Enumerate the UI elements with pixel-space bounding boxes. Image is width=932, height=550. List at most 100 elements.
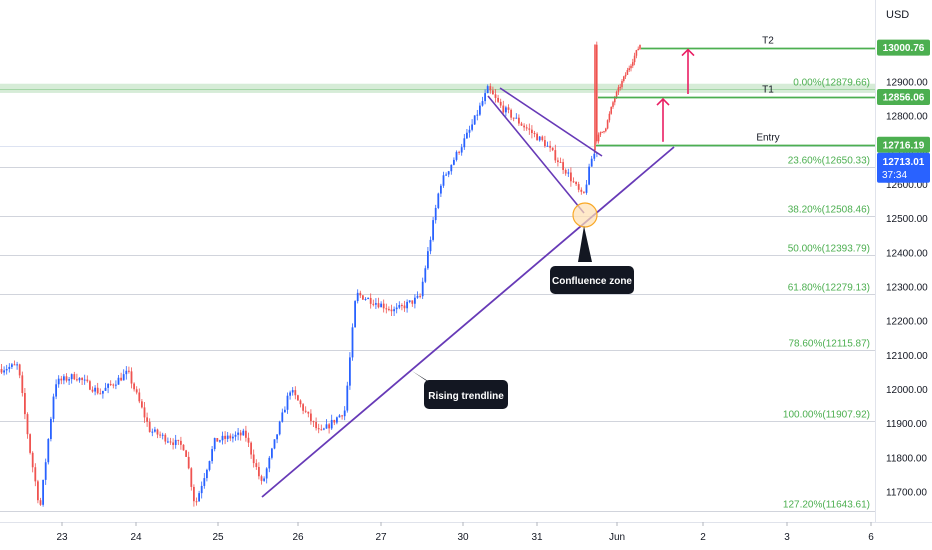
fib-label: 50.00%(12393.79) (788, 244, 870, 255)
projection-body (599, 132, 602, 135)
candle-body (434, 207, 437, 221)
candle-body (479, 105, 481, 115)
candle-body (83, 379, 86, 381)
x-tick-label: Jun (609, 532, 625, 543)
candle-body (377, 303, 380, 308)
candle-body (424, 268, 427, 282)
projection-body (608, 113, 611, 121)
projection-body (635, 50, 638, 56)
confluence-zone-text: Confluence zone (552, 276, 632, 287)
projection-body (617, 87, 620, 92)
rising-trendline-callout (424, 380, 508, 409)
candle-body (135, 389, 138, 393)
candle-body (380, 303, 382, 308)
candle-body (291, 390, 294, 393)
candle-body (47, 439, 50, 463)
candle-body (63, 376, 65, 381)
candle-body (427, 251, 429, 269)
candle-body (0, 369, 3, 373)
projection-body (601, 131, 603, 133)
rising-trendline (261, 146, 675, 498)
candle-body (268, 457, 271, 469)
fib-label: 0.00%(12879.66) (793, 78, 870, 89)
candle-body (411, 300, 414, 304)
candle-body (515, 117, 518, 119)
candle-body (70, 374, 73, 380)
confluence-pointer (578, 226, 592, 262)
candle-body (68, 379, 70, 381)
candle-body (549, 145, 551, 148)
candle-body (89, 381, 91, 390)
candle-body (463, 138, 466, 148)
candle-body (99, 393, 102, 395)
candle-body (580, 189, 583, 192)
candle-body (247, 437, 250, 443)
candle-body (559, 161, 562, 163)
candle-body (403, 305, 406, 309)
projection-body (596, 44, 598, 142)
candle-body (325, 424, 328, 429)
candle-body (395, 307, 398, 310)
candle-body (76, 379, 78, 381)
x-tick-label: 3 (784, 532, 790, 543)
candle-body (304, 410, 307, 412)
candle-body (297, 395, 299, 401)
time-axis[interactable]: 23 24 25 26 27 30 31 Jun 2 3 6 (56, 522, 874, 543)
candle-body (468, 129, 471, 133)
bar-countdown-text: 37:34 (882, 170, 907, 181)
candle-body (294, 390, 297, 396)
candle-body (390, 309, 393, 312)
y-tick-label: 12400.00 (886, 248, 928, 259)
price-tag (877, 39, 930, 56)
candle-body (174, 439, 177, 445)
candle-body (531, 129, 533, 134)
candle-body (471, 124, 473, 130)
candle-body (432, 220, 434, 240)
rising-trendline-text: Rising trendline (428, 391, 504, 402)
x-tick-label: 24 (130, 532, 142, 543)
candle-body (567, 172, 570, 174)
candle-body (216, 438, 219, 442)
candle-body (21, 375, 24, 394)
projection-body (594, 44, 596, 151)
candle-body (198, 493, 200, 502)
candle-body (551, 147, 554, 151)
candle-body (221, 435, 224, 441)
candle-body (78, 377, 81, 381)
candle-body (154, 429, 156, 432)
candle-body (26, 414, 29, 435)
candle-body (437, 193, 440, 208)
y-tick-label: 12600.00 (886, 180, 928, 191)
candle-body (104, 387, 107, 391)
candle-body (440, 185, 442, 194)
candle-body (125, 370, 128, 375)
candle-body (369, 297, 372, 304)
candle-body (583, 191, 585, 193)
candle-body (575, 182, 577, 185)
candle-body (211, 449, 213, 462)
candle-body (414, 297, 416, 304)
candle-body (476, 114, 479, 116)
target-arrow-head (681, 48, 695, 57)
candle-body (323, 428, 325, 430)
candle-body (538, 136, 541, 141)
candle-body (528, 128, 531, 130)
candle-body (73, 374, 76, 380)
candle-body (447, 171, 450, 175)
candle-body (577, 184, 580, 190)
candle-body (164, 434, 167, 442)
candle-body (525, 127, 528, 129)
candle-body (146, 417, 148, 422)
candle-body (320, 429, 323, 431)
y-tick-label: 12500.00 (886, 214, 928, 225)
candle-body (177, 439, 180, 441)
fib-label: 100.00%(11907.92) (783, 410, 870, 421)
candle-body (180, 440, 182, 445)
candle-body (473, 115, 476, 125)
projection-body (605, 128, 607, 132)
candle-body (37, 481, 39, 501)
candle-body (499, 101, 502, 106)
candle-body (328, 424, 330, 429)
candle-body (341, 415, 343, 417)
